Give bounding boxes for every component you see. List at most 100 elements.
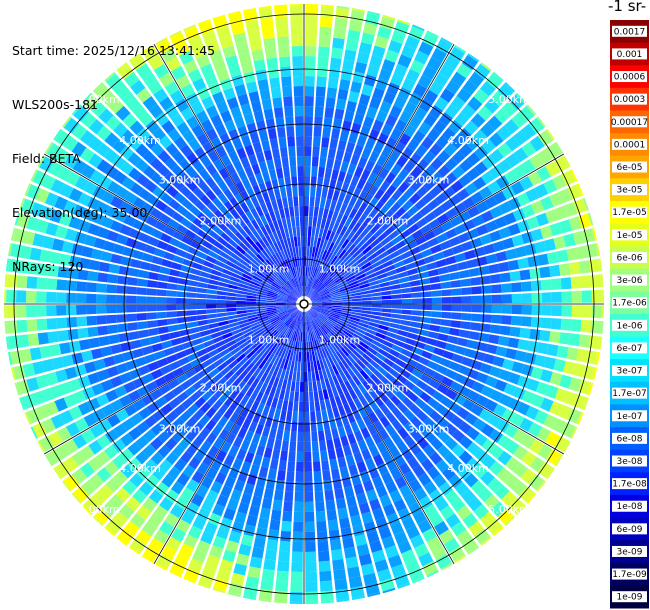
ray-gate-cell	[300, 286, 303, 297]
ray-gate-cell	[417, 519, 432, 534]
ray-gate-cell	[347, 340, 357, 350]
ray-gate-cell	[306, 311, 311, 322]
ray-gate-cell	[373, 264, 385, 272]
ray-gate-cell	[300, 266, 303, 277]
ray-gate-cell	[400, 314, 412, 321]
ray-gate-cell	[402, 199, 414, 212]
ray-gate-cell	[445, 228, 458, 240]
ray-gate-cell	[300, 311, 303, 322]
ray-gate-cell	[258, 161, 268, 173]
ray-gate-cell	[403, 124, 417, 138]
ray-gate-cell	[269, 286, 279, 293]
ray-gate-cell	[86, 315, 97, 326]
ray-gate-cell	[305, 581, 318, 592]
ray-gate-cell	[529, 153, 545, 169]
ray-gate-cell	[217, 286, 228, 292]
ray-gate-cell	[261, 27, 275, 40]
ray-gate-cell	[42, 358, 55, 373]
ray-gate-cell	[414, 397, 427, 410]
ray-gate-cell	[496, 125, 512, 141]
ray-gate-cell	[384, 335, 396, 344]
ray-gate-cell	[106, 230, 119, 242]
ray-gate-cell	[223, 264, 235, 272]
ray-gate-cell	[483, 353, 495, 365]
ray-gate-cell	[396, 223, 408, 235]
ray-gate-cell	[132, 377, 145, 389]
ray-gate-cell	[274, 278, 284, 287]
ray-gate-cell	[46, 449, 62, 466]
ray-gate-cell	[77, 401, 92, 416]
ray-gate-cell	[112, 438, 127, 453]
ray-gate-cell	[315, 227, 320, 238]
ray-gate-cell	[288, 307, 298, 313]
ray-gate-cell	[237, 427, 248, 439]
ray-gate-cell	[480, 536, 492, 546]
ray-gate-cell	[241, 461, 252, 473]
ray-gate-cell	[435, 135, 450, 149]
ray-gate-cell	[373, 336, 385, 344]
ray-gate-cell	[146, 194, 160, 207]
ray-gate-cell	[429, 451, 443, 465]
ray-gate-cell	[297, 156, 304, 167]
ray-gate-cell	[378, 428, 390, 441]
ray-gate-cell	[246, 187, 256, 199]
ray-gate-cell	[467, 228, 480, 240]
ray-gate-cell	[330, 290, 341, 296]
ray-gate-cell	[72, 204, 87, 218]
ray-gate-cell	[498, 393, 512, 407]
ray-gate-cell	[345, 275, 356, 282]
ray-gate-cell	[189, 205, 201, 217]
ray-gate-cell	[304, 196, 310, 207]
ray-gate-cell	[208, 250, 219, 260]
ray-gate-cell	[224, 176, 235, 188]
ray-gate-cell	[226, 498, 239, 511]
ray-gate-cell	[590, 274, 602, 288]
ray-gate-cell	[246, 292, 257, 297]
ray-gate-cell	[324, 167, 333, 179]
ray-gate-cell	[225, 242, 236, 252]
ray-gate-cell	[87, 372, 101, 385]
ray-gate-cell	[236, 147, 247, 160]
ray-gate-cell	[274, 600, 287, 604]
ray-gate-cell	[499, 272, 511, 283]
ray-gate-cell	[336, 278, 346, 285]
ray-gate-cell	[353, 235, 363, 246]
ray-gate-cell	[214, 259, 226, 268]
ray-gate-cell	[286, 302, 296, 304]
ray-gate-cell	[216, 255, 228, 264]
ray-gate-cell	[369, 540, 383, 553]
ray-gate-cell	[321, 409, 328, 421]
ray-gate-cell	[342, 304, 352, 307]
ray-gate-cell	[242, 327, 253, 335]
ray-gate-cell	[214, 340, 226, 349]
ray-gate-cell	[550, 278, 562, 290]
ray-gate-cell	[503, 383, 517, 396]
ray-gate-cell	[246, 304, 257, 307]
ray-gate-cell	[389, 489, 403, 503]
ray-gate-cell	[255, 330, 265, 338]
ray-gate-cell	[502, 186, 516, 200]
ray-gate-cell	[505, 248, 517, 260]
ray-gate-cell	[487, 477, 503, 493]
ray-gate-cell	[385, 480, 398, 494]
ray-gate-cell	[209, 49, 224, 63]
ray-gate-cell	[228, 467, 240, 480]
ray-gate-cell	[136, 87, 152, 103]
ray-gate-cell	[430, 283, 442, 290]
ray-gate-cell	[215, 145, 227, 159]
ray-gate-cell	[150, 142, 165, 157]
ray-gate-cell	[307, 361, 311, 372]
ray-gate-cell	[292, 66, 303, 77]
ray-gate-cell	[408, 274, 420, 281]
ray-gate-cell	[243, 7, 256, 13]
ray-gate-cell	[386, 331, 398, 339]
ray-gate-cell	[22, 363, 36, 378]
ray-gate-cell	[286, 329, 293, 339]
ray-gate-cell	[282, 511, 293, 522]
ray-gate-cell	[360, 427, 371, 439]
ray-gate-cell	[123, 381, 137, 394]
ray-gate-cell	[225, 55, 239, 68]
ray-gate-cell	[201, 498, 215, 512]
ray-gate-cell	[259, 317, 270, 324]
ray-gate-cell	[202, 141, 215, 155]
